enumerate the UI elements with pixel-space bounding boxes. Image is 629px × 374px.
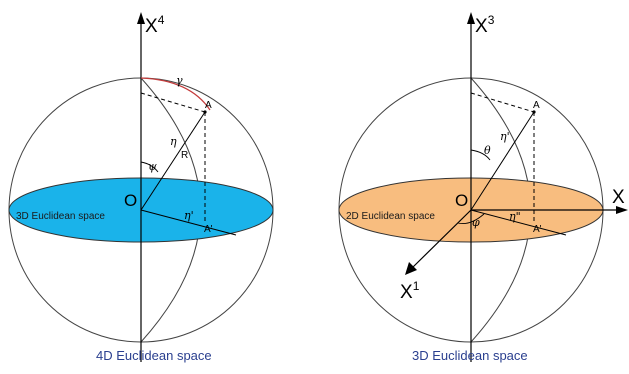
right-figure: X3 X X1 O A A' η' η" θ φ 2D Euclidean sp… — [338, 12, 628, 362]
right-radius-line — [470, 111, 535, 211]
right-theta-label: θ — [484, 144, 491, 157]
left-point-a-proj-label: A' — [204, 224, 213, 235]
right-point-a-dot — [532, 110, 536, 114]
right-origin-label: O — [455, 191, 468, 210]
left-gamma-label: γ — [176, 74, 183, 87]
right-projection-line — [470, 209, 567, 236]
left-axis-label: X4 — [145, 13, 165, 37]
right-vertical-arrowhead — [467, 12, 475, 24]
left-dashed-horizontal — [140, 92, 206, 113]
left-plane-label: 3D Euclidean space — [16, 211, 105, 222]
right-point-a-proj-label: A' — [533, 224, 542, 235]
left-gamma-arc — [140, 77, 211, 111]
left-psi-label: ψ — [148, 160, 157, 173]
left-radius-label: R — [181, 150, 188, 161]
right-theta-angle-arc — [470, 149, 491, 161]
right-diagonal-axis — [411, 209, 472, 269]
right-horizontal-arrowhead — [616, 206, 628, 214]
right-point-a-label: A — [533, 100, 540, 111]
left-caption: 4D Euclidean space — [96, 348, 212, 363]
right-vertical-axis-label: X3 — [475, 13, 495, 37]
right-dashed-horizontal — [470, 92, 535, 113]
left-radius-line — [140, 111, 206, 211]
right-diagonal-arrowhead — [405, 262, 417, 275]
right-horizontal-axis-label: X — [612, 187, 625, 208]
left-psi-angle-arc — [140, 161, 159, 173]
left-origin-label: O — [124, 191, 137, 210]
left-eta-label: η — [170, 135, 177, 148]
right-plane-label: 2D Euclidean space — [346, 211, 435, 222]
right-diagonal-axis-label: X1 — [400, 279, 420, 303]
left-figure: X4 O A A' R η η' ψ γ 3D Euclidean space — [8, 12, 274, 362]
right-phi-label: φ — [472, 216, 480, 229]
left-axis-arrowhead — [137, 12, 145, 24]
left-projection-line — [140, 209, 237, 236]
right-phi-angle-arc — [457, 213, 485, 225]
left-point-a-label: A — [205, 100, 212, 111]
left-point-a-dot — [203, 110, 207, 114]
right-eta-double-label: η" — [509, 210, 521, 223]
left-eta-prime-label: η' — [184, 209, 194, 222]
right-caption: 3D Euclidean space — [412, 348, 528, 363]
right-eta-prime-label: η' — [500, 130, 510, 143]
